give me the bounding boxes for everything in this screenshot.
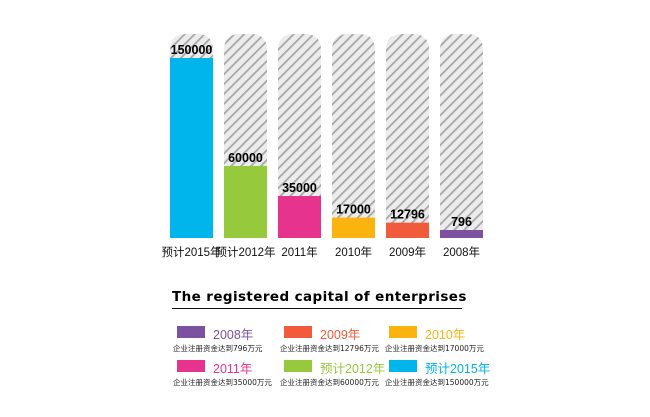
legend-description: 企业注册资金达到17000万元 — [385, 344, 484, 353]
category-label: 2011年 — [281, 245, 317, 259]
category-label: 2010年 — [335, 245, 372, 259]
legend-item: 预计2012年企业注册资金达到60000万元 — [280, 360, 390, 390]
legend-description: 企业注册资金达到796万元 — [173, 344, 263, 353]
bar-background — [332, 34, 375, 238]
bar-background — [386, 34, 429, 238]
bar — [170, 58, 213, 238]
bar-group: 35000 2011年 — [278, 34, 321, 259]
bar-group: 150000 预计2015年 — [161, 34, 222, 259]
data-label: 17000 — [336, 203, 371, 217]
bar — [386, 222, 429, 238]
data-label: 12796 — [390, 208, 425, 222]
category-label: 预计2015年 — [161, 245, 221, 259]
bar-background — [440, 34, 483, 238]
legend-swatch — [284, 326, 312, 338]
bar-group: 12796 2009年 — [386, 34, 429, 259]
bar-group: 17000 2010年 — [332, 34, 375, 259]
bar — [440, 230, 483, 238]
bar — [278, 196, 321, 238]
legend-year: 2009年 — [320, 328, 361, 342]
category-label: 预计2012年 — [215, 245, 275, 259]
legend-description: 企业注册资金达到150000万元 — [385, 378, 489, 387]
legend-description: 企业注册资金达到60000万元 — [280, 378, 379, 387]
legend-divider — [172, 308, 462, 309]
legend-year: 预计2012年 — [320, 362, 386, 376]
bar — [224, 166, 267, 238]
bar-background — [278, 34, 321, 238]
legend-swatch — [389, 360, 417, 372]
bar-group: 796 2008年 — [440, 34, 483, 259]
legend-description: 企业注册资金达到35000万元 — [173, 378, 272, 387]
legend-swatch — [177, 360, 205, 372]
category-label: 2009年 — [389, 245, 426, 259]
legend-year: 2010年 — [425, 328, 466, 342]
legend-item: 预计2015年企业注册资金达到150000万元 — [385, 360, 495, 390]
legend-item: 2010年企业注册资金达到17000万元 — [385, 326, 495, 356]
data-label: 150000 — [171, 43, 213, 57]
legend-item: 2011年企业注册资金达到35000万元 — [173, 360, 283, 390]
legend-swatch — [177, 326, 205, 338]
legend-swatch — [284, 360, 312, 372]
bar — [332, 217, 375, 238]
bar-chart: 150000 预计2015年 60000 预计2012年 35000 2011年 17000… — [161, 34, 483, 259]
data-label: 60000 — [228, 151, 263, 165]
legend-title: The registered capital of enterprises — [172, 289, 467, 305]
category-label: 2008年 — [443, 245, 480, 259]
bar-group: 60000 预计2012年 — [215, 34, 276, 259]
legend-swatch — [389, 326, 417, 338]
data-label: 796 — [451, 215, 472, 229]
legend-description: 企业注册资金达到12796万元 — [280, 344, 379, 353]
legend-item: 2009年企业注册资金达到12796万元 — [280, 326, 390, 356]
legend-year: 预计2015年 — [425, 362, 491, 376]
legend-item: 2008年企业注册资金达到796万元 — [173, 326, 283, 356]
data-label: 35000 — [282, 181, 317, 195]
legend-year: 2008年 — [213, 328, 254, 342]
legend-year: 2011年 — [213, 362, 253, 376]
